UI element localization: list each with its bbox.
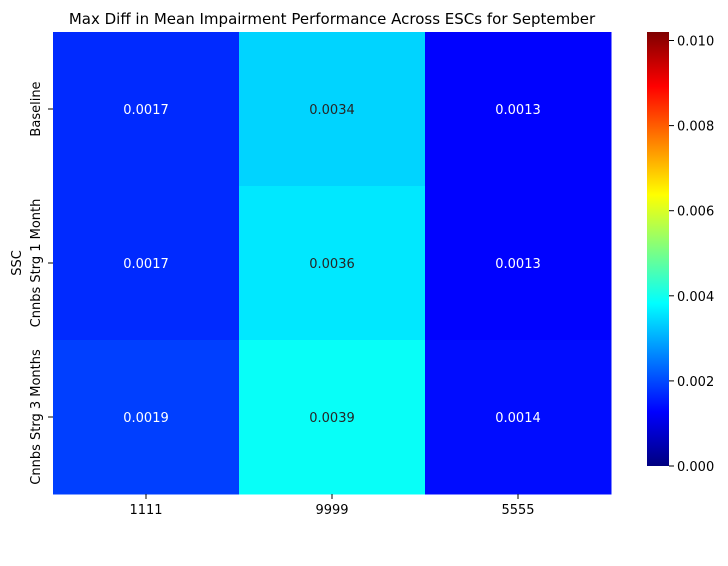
cell-value-label: 0.0036 [309,257,355,272]
heatmap-cells: 0.0017 0.0034 0.0013 0.0017 0.0036 0.0013 0.00… [53,32,612,495]
cell-value-label: 0.0013 [495,257,541,272]
heatmap-cell [425,186,612,341]
cell-value-label: 0.0034 [309,103,355,118]
colorbar-tick-label: 0.010 [677,35,714,50]
colorbar-tick-label: 0.004 [677,290,714,305]
y-axis-label: SSC [10,250,25,276]
cell-value-label: 0.0039 [309,411,355,426]
y-tick-label: Baseline [29,81,44,136]
colorbar-ticks: 0.000 0.002 0.004 0.006 0.008 0.010 [669,35,714,475]
colorbar-tick-label: 0.002 [677,375,714,390]
chart-title: Max Diff in Mean Impairment Performance … [69,10,596,28]
heatmap-cell [239,32,426,187]
x-axis-ticks: 1111 9999 5555 [129,494,535,518]
colorbar-tick-label: 0.000 [677,460,714,475]
colorbar-tick-label: 0.006 [677,205,714,220]
colorbar-tick-label: 0.008 [677,120,714,135]
x-tick-label: 9999 [315,503,348,518]
cell-value-label: 0.0013 [495,103,541,118]
heatmap-cell [53,32,240,187]
heatmap-cell [53,186,240,341]
x-tick-label: 5555 [501,503,534,518]
y-tick-label: Cnnbs Strg 3 Months [29,349,44,485]
heatmap-cell [239,186,426,341]
cell-value-label: 0.0017 [123,257,169,272]
cell-value-label: 0.0019 [123,411,169,426]
cell-value-label: 0.0017 [123,103,169,118]
y-tick-label: Cnnbs Strg 1 Month [29,199,44,328]
cell-value-label: 0.0014 [495,411,541,426]
heatmap-cell [425,32,612,187]
x-tick-label: 1111 [129,503,162,518]
heatmap-cell [239,340,426,495]
heatmap-cell [425,340,612,495]
y-axis-ticks: Baseline Cnnbs Strg 1 Month Cnnbs Strg 3 M… [29,81,53,485]
colorbar [647,32,669,466]
heatmap-cell [53,340,240,495]
